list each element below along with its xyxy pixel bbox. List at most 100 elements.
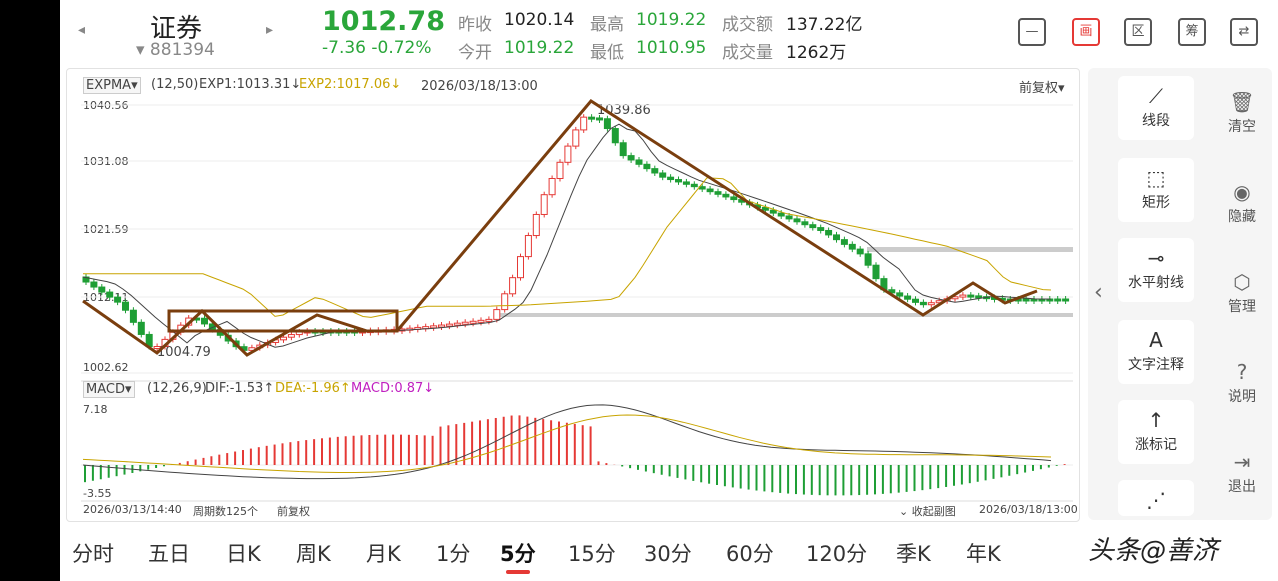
tab-period[interactable]: 年K xyxy=(966,542,1001,566)
amount-value: 137.22亿 xyxy=(786,15,863,35)
macd-params: (12,26,9) xyxy=(147,381,207,396)
candle-body xyxy=(501,293,509,311)
rotate-screen-icon[interactable]: ⇄ xyxy=(1230,18,1258,46)
action-exit[interactable]: ⇥ 退出 xyxy=(1218,450,1266,496)
collapse-subchart-label: 收起副图 xyxy=(911,505,956,518)
macd-min-label: -3.55 xyxy=(83,487,112,500)
candle-body xyxy=(540,194,548,215)
candle-body xyxy=(461,321,469,325)
tool-text-note[interactable]: A 文字注释 xyxy=(1118,320,1194,384)
next-stock-arrow-icon[interactable]: ▸ xyxy=(266,22,274,38)
macd-value: MACD:0.87↓ xyxy=(351,381,435,396)
candle-body xyxy=(643,163,651,170)
tab-period[interactable]: 季K xyxy=(896,542,931,566)
candle-body xyxy=(896,292,904,297)
action-help[interactable]: ? 说明 xyxy=(1218,360,1266,406)
prev-close-value: 1020.14 xyxy=(504,10,575,30)
candle-body xyxy=(114,296,122,303)
candle-body xyxy=(572,129,580,147)
tool-line-segment[interactable]: ⟋ 线段 xyxy=(1118,76,1194,140)
macd-indicator-select[interactable]: MACD▾ xyxy=(83,381,135,398)
tab-period[interactable]: 30分 xyxy=(644,542,692,566)
candle-body xyxy=(564,145,572,163)
candle-body xyxy=(532,213,540,237)
help-icon: ? xyxy=(1236,360,1248,384)
collapse-subchart-button[interactable]: ⌄ 收起副图 xyxy=(899,503,956,519)
tab-period[interactable]: 月K xyxy=(366,542,401,566)
action-clear[interactable]: 🗑 清空 xyxy=(1218,90,1266,136)
candle-body xyxy=(485,318,493,322)
current-price: 1012.78 xyxy=(322,6,445,37)
candle-body xyxy=(493,309,501,320)
y-tick-label: 1002.62 xyxy=(83,361,129,374)
stock-code[interactable]: ▾ 881394 xyxy=(136,40,215,60)
candle-body xyxy=(959,294,967,298)
up-arrow-icon: ↑ xyxy=(1147,408,1165,432)
drawn-zigzag xyxy=(82,299,397,357)
candle-body xyxy=(90,281,98,288)
candle-body xyxy=(801,221,809,226)
tab-period[interactable]: 1分 xyxy=(436,542,471,566)
candle-body xyxy=(477,319,485,323)
exp1-line xyxy=(82,123,1051,348)
candle-body xyxy=(588,116,596,120)
candle-body xyxy=(975,295,983,299)
adjust-select[interactable]: 前复权▾ xyxy=(1019,81,1065,96)
tab-period[interactable]: 分时 xyxy=(72,542,114,566)
tab-period[interactable]: 五日 xyxy=(148,542,190,566)
candle-body xyxy=(137,321,145,335)
candle-body xyxy=(769,209,777,214)
action-label: 管理 xyxy=(1228,299,1256,315)
candle-body xyxy=(280,336,287,341)
horizontal-ray-band xyxy=(867,247,1073,252)
manage-icon: ⬡ xyxy=(1233,270,1251,294)
tab-period[interactable]: 120分 xyxy=(806,542,868,566)
main-indicator-params: (12,50) xyxy=(151,77,199,92)
tool-label: 线段 xyxy=(1142,113,1170,129)
prev-stock-arrow-icon[interactable]: ◂ xyxy=(78,22,86,38)
tab-period[interactable]: 15分 xyxy=(568,542,616,566)
stock-name: 证券 xyxy=(150,14,203,44)
candle-body xyxy=(833,234,840,241)
collapse-panel-icon[interactable]: ‹ xyxy=(1094,280,1103,305)
candle-body xyxy=(1022,298,1030,302)
candle-body xyxy=(129,309,137,323)
kline-chart-panel[interactable]: EXPMA▾ (12,50) EXP1:1013.31↓ EXP2:1017.0… xyxy=(66,68,1080,522)
low-value: 1010.95 xyxy=(636,38,707,58)
text-note-icon: A xyxy=(1149,328,1163,352)
candle-body xyxy=(904,295,912,300)
tab-period[interactable]: 周K xyxy=(296,542,331,566)
stock-quote-app: ◂ 证券 ▾ 881394 ▸ 1012.78 -7.36 -0.72% 昨收 … xyxy=(60,0,1278,581)
candle-body xyxy=(445,323,453,327)
tool-rise-mark[interactable]: ↑ 涨标记 xyxy=(1118,400,1194,464)
candle-body xyxy=(651,168,659,174)
candle-body xyxy=(106,291,114,298)
action-manage[interactable]: ⬡ 管理 xyxy=(1218,270,1266,316)
tab-period-active[interactable]: 5分 xyxy=(500,542,536,566)
tab-period[interactable]: 日K xyxy=(226,542,261,566)
minimize-tool-icon[interactable]: — xyxy=(1018,18,1046,46)
tool-rectangle[interactable]: ⬚ 矩形 xyxy=(1118,158,1194,222)
candle-body xyxy=(619,142,627,157)
main-indicator-select[interactable]: EXPMA▾ xyxy=(83,77,141,94)
draw-tool-icon[interactable]: 画 xyxy=(1072,18,1100,46)
high-value: 1019.22 xyxy=(636,10,707,30)
candle-body xyxy=(524,235,532,258)
screen-left-edge xyxy=(0,0,60,581)
candle-body xyxy=(201,317,208,325)
tool-wave[interactable]: ⋰ xyxy=(1118,480,1194,516)
candle-body xyxy=(82,276,90,283)
candle-body xyxy=(469,320,477,324)
tool-horizontal-ray[interactable]: ⊸ 水平射线 xyxy=(1118,238,1194,302)
open-label: 今开 xyxy=(458,43,492,63)
chip-tool-icon[interactable]: 筹 xyxy=(1178,18,1206,46)
candle-body xyxy=(809,224,817,229)
range-tool-icon[interactable]: 区 xyxy=(1124,18,1152,46)
candle-body xyxy=(856,248,864,255)
candle-body xyxy=(714,191,722,195)
tab-period[interactable]: 60分 xyxy=(726,542,774,566)
candle-body xyxy=(122,301,129,311)
action-hide[interactable]: ◉ 隐藏 xyxy=(1218,180,1266,226)
line-segment-icon: ⟋ xyxy=(1149,84,1163,108)
candle-body xyxy=(509,277,517,295)
